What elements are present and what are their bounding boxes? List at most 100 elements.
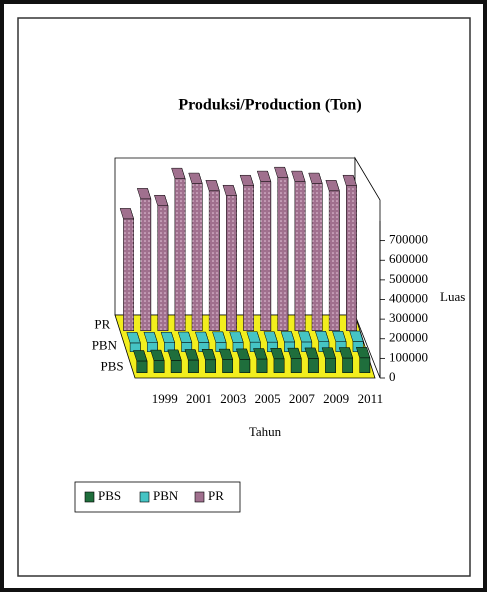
bar-top bbox=[222, 184, 237, 196]
bar-front bbox=[170, 360, 182, 373]
bar-top bbox=[291, 170, 306, 182]
bar-front bbox=[136, 360, 148, 373]
bar-top bbox=[194, 331, 210, 343]
bar-pattern bbox=[174, 178, 186, 331]
y-tick-label: 0 bbox=[389, 369, 396, 384]
bar-top bbox=[308, 172, 323, 184]
x-tick-label: 2009 bbox=[323, 391, 349, 406]
bar-pattern bbox=[192, 183, 203, 331]
bar-top bbox=[297, 331, 313, 343]
bar-top bbox=[314, 330, 330, 342]
bar bbox=[270, 348, 285, 373]
bar-pattern bbox=[260, 181, 271, 331]
bar-top bbox=[119, 208, 135, 220]
bar bbox=[239, 174, 255, 331]
bar bbox=[136, 188, 152, 331]
legend-label: PR bbox=[208, 488, 224, 503]
x-tick-label: 2003 bbox=[220, 391, 246, 406]
bar-top bbox=[332, 330, 347, 342]
bar-top bbox=[256, 170, 272, 182]
y-tick-label: 500000 bbox=[389, 271, 428, 286]
bar bbox=[235, 348, 251, 373]
bar-top bbox=[321, 347, 336, 359]
bar bbox=[154, 194, 169, 331]
bar-top bbox=[280, 331, 296, 343]
y-tick-label: 700000 bbox=[389, 232, 428, 247]
bar bbox=[218, 348, 234, 373]
x-tick-label: 2007 bbox=[289, 391, 316, 406]
bar-top bbox=[239, 174, 255, 186]
bar-top bbox=[274, 166, 289, 178]
bar bbox=[143, 331, 158, 352]
bar bbox=[291, 170, 306, 331]
bar bbox=[280, 331, 296, 352]
bar bbox=[133, 350, 148, 373]
bar-top bbox=[212, 331, 227, 343]
bar-top bbox=[270, 348, 285, 360]
bar-front bbox=[222, 359, 234, 373]
bar bbox=[222, 184, 237, 331]
bar-top bbox=[235, 348, 251, 360]
bar-top bbox=[150, 349, 165, 361]
bar bbox=[355, 347, 371, 373]
bar-pattern bbox=[209, 190, 220, 331]
bar-top bbox=[342, 174, 357, 186]
chart-title: Produksi/Production (Ton) bbox=[178, 97, 361, 114]
bar-top bbox=[218, 348, 234, 360]
bar bbox=[253, 348, 268, 373]
depth-label: PBN bbox=[92, 337, 118, 352]
bar-top bbox=[263, 331, 278, 343]
bar-top bbox=[167, 349, 182, 361]
legend-swatch bbox=[84, 491, 95, 503]
y-tick-label: 300000 bbox=[389, 310, 428, 325]
bar bbox=[308, 172, 323, 331]
bar bbox=[325, 180, 340, 331]
bar-pattern bbox=[294, 181, 306, 331]
bar bbox=[274, 166, 289, 331]
bar-top bbox=[126, 332, 141, 344]
y-tick-label: 600000 bbox=[389, 251, 428, 266]
y-axis-label: Luas bbox=[440, 289, 465, 304]
legend-swatch bbox=[139, 491, 150, 503]
bar bbox=[338, 347, 354, 373]
bar-pattern bbox=[243, 185, 254, 331]
bar bbox=[256, 170, 272, 331]
legend bbox=[74, 481, 241, 513]
bar bbox=[184, 349, 199, 373]
bar-top bbox=[154, 194, 169, 206]
bar bbox=[167, 349, 182, 373]
bar-front bbox=[205, 359, 216, 373]
bar-top bbox=[177, 331, 193, 343]
bar-top bbox=[325, 180, 340, 192]
x-tick-label: 1999 bbox=[152, 391, 178, 406]
bar-top bbox=[355, 347, 371, 359]
bar-top bbox=[304, 347, 319, 359]
bar bbox=[321, 347, 336, 373]
bar-top bbox=[338, 347, 354, 359]
bar bbox=[342, 174, 357, 331]
bar-top bbox=[349, 330, 364, 342]
bar-top bbox=[253, 348, 268, 360]
bar-front bbox=[307, 358, 319, 373]
bar-top bbox=[229, 331, 244, 343]
bar-front bbox=[187, 359, 199, 373]
bar-front bbox=[153, 360, 165, 373]
bar-pattern bbox=[346, 185, 357, 331]
bar-front bbox=[325, 357, 336, 373]
bar-top bbox=[133, 350, 148, 362]
bar-top bbox=[201, 349, 216, 361]
bar bbox=[287, 347, 302, 373]
x-axis-label: Tahun bbox=[249, 424, 282, 439]
bar-top bbox=[287, 347, 302, 359]
bar bbox=[205, 180, 220, 331]
bar-top bbox=[246, 331, 261, 343]
bar-pattern bbox=[329, 190, 340, 331]
legend-label: PBS bbox=[98, 488, 121, 503]
bar bbox=[201, 349, 216, 373]
bar-front bbox=[359, 357, 371, 373]
bar-pattern bbox=[123, 218, 134, 331]
bar-top bbox=[143, 331, 158, 343]
bar-front bbox=[273, 358, 285, 373]
bar-top bbox=[136, 188, 152, 200]
